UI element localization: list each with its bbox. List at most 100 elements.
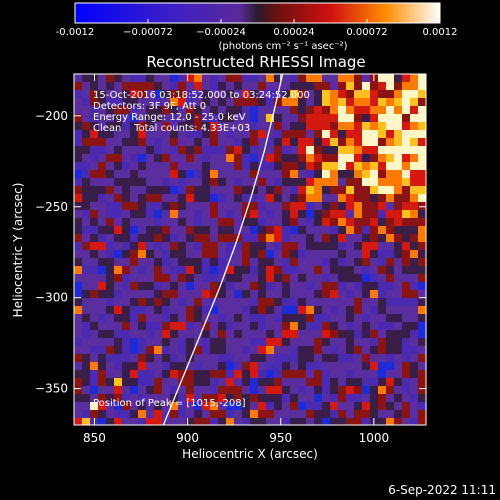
heatmap-cell <box>394 298 402 306</box>
peak-position-label: Position of Peak = [1015,-208] <box>93 398 246 409</box>
heatmap-cell <box>298 274 306 282</box>
heatmap-cell <box>258 82 266 90</box>
heatmap-cell <box>218 234 226 242</box>
heatmap-cell <box>378 202 386 210</box>
heatmap-cell <box>122 282 130 290</box>
heatmap-cell <box>122 266 130 274</box>
heatmap-cell <box>162 330 170 338</box>
heatmap-cell <box>218 194 226 202</box>
heatmap-cell <box>90 210 98 218</box>
heatmap-cell <box>298 330 306 338</box>
heatmap-cell <box>290 370 298 378</box>
heatmap-cell <box>178 226 186 234</box>
heatmap-cell <box>370 402 378 410</box>
heatmap-cell <box>186 226 194 234</box>
heatmap-cell <box>90 122 98 130</box>
heatmap-cell <box>226 82 234 90</box>
heatmap-cell <box>330 194 338 202</box>
y-axis-ticks: −200−250−300−350 <box>35 109 426 396</box>
heatmap-cell <box>242 162 250 170</box>
heatmap-cell <box>386 314 394 322</box>
heatmap-cell <box>378 210 386 218</box>
heatmap-cell <box>306 234 314 242</box>
heatmap-cell <box>354 362 362 370</box>
heatmap-cell <box>394 226 402 234</box>
heatmap-cell <box>186 274 194 282</box>
heatmap-cell <box>258 266 266 274</box>
heatmap-cell <box>314 274 322 282</box>
heatmap-cell <box>314 98 322 106</box>
heatmap-cell <box>106 130 114 138</box>
heatmap-cell <box>258 106 266 114</box>
heatmap-cell <box>154 138 162 146</box>
heatmap-cell <box>202 282 210 290</box>
heatmap-cell <box>210 378 218 386</box>
heatmap-cell <box>250 162 258 170</box>
heatmap-cell <box>90 186 98 194</box>
heatmap-cell <box>362 250 370 258</box>
heatmap-cell <box>210 330 218 338</box>
heatmap-cell <box>122 82 130 90</box>
heatmap-cell <box>98 330 106 338</box>
heatmap-cell <box>210 258 218 266</box>
heatmap-cell <box>402 338 410 346</box>
heatmap-cell <box>242 394 250 402</box>
heatmap-cell <box>306 402 314 410</box>
heatmap-cell <box>354 130 362 138</box>
heatmap-cell <box>298 226 306 234</box>
heatmap-cell <box>354 122 362 130</box>
heatmap-cell <box>194 154 202 162</box>
heatmap-cell <box>82 130 90 138</box>
heatmap-cell <box>154 410 162 418</box>
heatmap-cell <box>306 386 314 394</box>
heatmap-cell <box>298 202 306 210</box>
heatmap-cell <box>146 242 154 250</box>
heatmap-cell <box>122 402 130 410</box>
heatmap-cell <box>218 250 226 258</box>
heatmap-cell <box>138 194 146 202</box>
heatmap-cell <box>82 162 90 170</box>
heatmap-cell <box>282 418 290 425</box>
heatmap-cell <box>258 250 266 258</box>
heatmap-cell <box>154 106 162 114</box>
heatmap-cell <box>354 282 362 290</box>
heatmap-cell <box>162 138 170 146</box>
heatmap-cell <box>90 346 98 354</box>
heatmap-cell <box>122 274 130 282</box>
heatmap-cell <box>306 346 314 354</box>
heatmap-cell <box>210 186 218 194</box>
heatmap-cell <box>114 410 122 418</box>
heatmap-cell <box>386 186 394 194</box>
heatmap-cell <box>74 170 82 178</box>
heatmap-cell <box>162 170 170 178</box>
heatmap-cell <box>282 74 290 82</box>
heatmap-cell <box>106 138 114 146</box>
heatmap-cell <box>186 418 194 425</box>
heatmap-cell <box>242 314 250 322</box>
heatmap-cell <box>74 274 82 282</box>
heatmap-cell <box>74 394 82 402</box>
heatmap-cell <box>122 418 130 425</box>
heatmap-cell <box>362 362 370 370</box>
heatmap-cell <box>314 114 322 122</box>
heatmap-cell <box>74 418 82 425</box>
heatmap-cell <box>138 146 146 154</box>
heatmap-cell <box>226 298 234 306</box>
heatmap-cell <box>82 274 90 282</box>
heatmap-cell <box>378 402 386 410</box>
heatmap-cell <box>322 282 330 290</box>
heatmap-cell <box>186 82 194 90</box>
heatmap-cell <box>194 194 202 202</box>
heatmap-cell <box>282 98 290 106</box>
heatmap-cell <box>346 170 354 178</box>
heatmap-cell <box>306 394 314 402</box>
heatmap-cell <box>186 378 194 386</box>
heatmap-cell <box>82 242 90 250</box>
heatmap-cell <box>218 122 226 130</box>
heatmap-cell <box>154 402 162 410</box>
heatmap-cell <box>338 362 346 370</box>
heatmap-cell <box>362 90 370 98</box>
heatmap-cell <box>234 210 242 218</box>
heatmap-cell <box>98 242 106 250</box>
